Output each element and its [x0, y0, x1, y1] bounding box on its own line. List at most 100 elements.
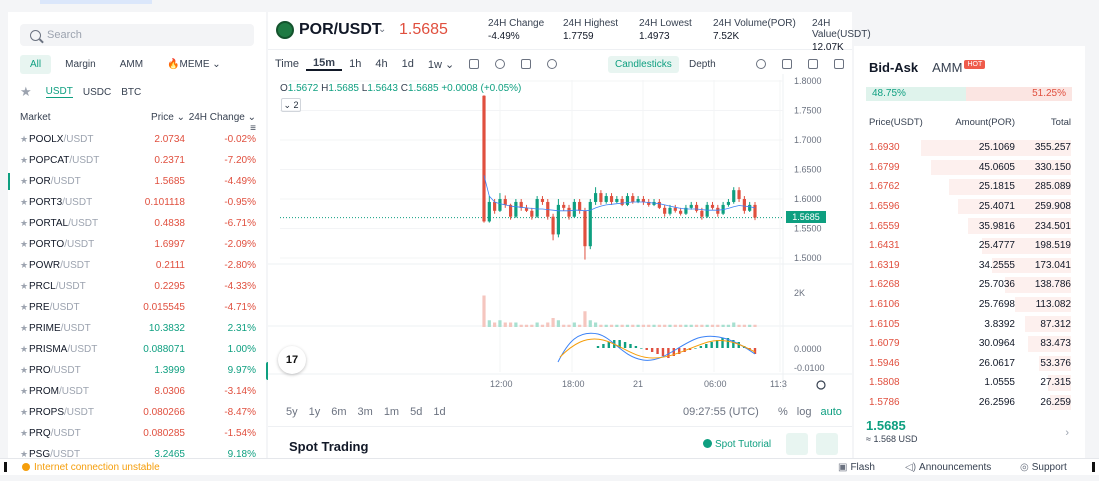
market-row[interactable]: ★ PRISMA/USDT 0.088071 1.00%: [8, 339, 266, 360]
ask-row[interactable]: 1.6106 25.7698 113.082: [854, 295, 1085, 315]
draw-tool-icon[interactable]: [469, 59, 480, 69]
favorite-star-icon[interactable]: ★: [20, 218, 29, 228]
ask-row[interactable]: 1.6431 25.4777 198.519: [854, 236, 1085, 256]
range-6m[interactable]: 6m: [331, 406, 347, 418]
interval-15m[interactable]: 15m: [306, 57, 343, 71]
favorite-star-icon[interactable]: ★: [20, 344, 29, 354]
range-5y[interactable]: 5y: [286, 406, 298, 418]
market-row[interactable]: ★ PROM/USDT 8.0306 -3.14%: [8, 381, 266, 402]
market-row[interactable]: ★ POPCAT/USDT 0.2371 -7.20%: [8, 150, 266, 171]
tab-candlesticks[interactable]: Candlesticks: [608, 56, 679, 73]
favorite-star-icon[interactable]: ★: [20, 155, 29, 165]
quote-tab-btc[interactable]: BTC: [121, 86, 142, 98]
scale-auto[interactable]: auto: [820, 406, 842, 418]
price-chart[interactable]: 1.8000 1.7500 1.7000 1.6500 1.6000 1.5500 1.50…: [268, 12, 852, 460]
time-button[interactable]: Time: [275, 58, 300, 70]
ask-row[interactable]: 1.5786 26.2596 26.259: [854, 393, 1085, 413]
ask-row[interactable]: 1.6762 25.1815 285.089: [854, 177, 1085, 197]
trade-settings-button[interactable]: [816, 433, 838, 455]
price-col-header[interactable]: Price ⌄: [151, 112, 185, 123]
fullscreen-icon[interactable]: [782, 59, 792, 69]
market-row[interactable]: ★ POOLX/USDT 2.0734 -0.02%: [8, 129, 266, 150]
indicator-count[interactable]: ⌄ 2: [281, 98, 301, 112]
favorite-star-icon[interactable]: ★: [20, 281, 29, 291]
market-col-header[interactable]: Market: [20, 112, 51, 123]
market-row[interactable]: ★ PORT3/USDT 0.101118 -0.95%: [8, 192, 266, 213]
market-row[interactable]: ★ PORTO/USDT 1.6997 -2.09%: [8, 234, 266, 255]
power-icon[interactable]: [756, 59, 766, 69]
favorite-star-icon[interactable]: ★: [20, 134, 29, 144]
pair-name[interactable]: POR/USDT: [299, 21, 382, 38]
chevron-down-icon[interactable]: ⌄: [378, 24, 387, 35]
chevron-right-icon[interactable]: ›: [1065, 427, 1069, 439]
tab-all[interactable]: All: [20, 55, 52, 74]
theme-toggle-button[interactable]: [786, 433, 808, 455]
scale-percent[interactable]: %: [778, 406, 788, 418]
range-1d[interactable]: 1d: [433, 406, 446, 418]
scale-log[interactable]: log: [796, 406, 812, 418]
quote-tab-usdc[interactable]: USDC: [82, 86, 112, 98]
market-row[interactable]: ★ PRQ/USDT 0.080285 -1.54%: [8, 423, 266, 444]
quote-tab-usdt[interactable]: USDT: [45, 86, 73, 98]
announcements-link[interactable]: ◁) Announcements: [905, 462, 991, 473]
ask-row[interactable]: 1.6930 25.1069 355.257: [854, 138, 1085, 158]
favorite-star-icon[interactable]: ★: [20, 449, 29, 459]
favorite-star-icon[interactable]: ★: [20, 428, 29, 438]
favorite-star-icon[interactable]: ★: [20, 260, 29, 270]
ask-row[interactable]: 1.6079 30.0964 83.473: [854, 334, 1085, 354]
favorite-star-icon[interactable]: ★: [20, 386, 29, 396]
search-input[interactable]: Search: [20, 24, 254, 46]
ask-row[interactable]: 1.6799 45.0605 330.150: [854, 158, 1085, 178]
ask-row[interactable]: 1.5946 26.0617 53.376: [854, 354, 1085, 374]
ask-row[interactable]: 1.6559 35.9816 234.501: [854, 216, 1085, 236]
camera-icon[interactable]: [834, 59, 844, 69]
interval-1h[interactable]: 1h: [349, 58, 362, 70]
ask-row[interactable]: 1.6268 25.7036 138.786: [854, 275, 1085, 295]
favorite-star-icon[interactable]: ★: [20, 407, 29, 417]
range-5d[interactable]: 5d: [410, 406, 423, 418]
favorite-star-icon[interactable]: ★: [20, 323, 29, 333]
favorite-star-icon[interactable]: ★: [20, 197, 29, 207]
flash-link[interactable]: ▣ Flash: [838, 462, 875, 473]
favorite-star-icon[interactable]: ★: [20, 302, 29, 312]
tab-margin[interactable]: Margin: [65, 59, 96, 70]
tab-depth[interactable]: Depth: [689, 59, 716, 70]
interval-1d[interactable]: 1d: [401, 58, 414, 70]
indicator-icon[interactable]: [547, 59, 558, 69]
macd-histogram-bar: [705, 344, 708, 348]
market-row[interactable]: ★ POR/USDT 1.5685 -4.49%: [8, 171, 266, 192]
market-row[interactable]: ★ PRIME/USDT 10.3832 2.31%: [8, 318, 266, 339]
interval-4h[interactable]: 4h: [375, 58, 388, 70]
market-row[interactable]: ★ PORTAL/USDT 0.4838 -6.71%: [8, 213, 266, 234]
range-1y[interactable]: 1y: [308, 406, 321, 418]
market-row[interactable]: ★ PSG/USDT 3.2465 9.18%: [8, 444, 266, 465]
change-col-header[interactable]: 24H Change ⌄ ≡: [188, 112, 256, 134]
market-row[interactable]: ★ PRO/USDT 1.3999 9.97%: [8, 360, 266, 381]
spot-tutorial-link[interactable]: Spot Tutorial: [703, 439, 771, 450]
market-row[interactable]: ★ PRE/USDT 0.015545 -4.71%: [8, 297, 266, 318]
tab-amm[interactable]: AMM: [119, 59, 144, 70]
macd-histogram-bar: [726, 338, 730, 348]
favorites-star-icon[interactable]: ★: [20, 84, 32, 99]
tab-bid-ask[interactable]: Bid-Ask: [869, 60, 919, 75]
market-row[interactable]: ★ POWR/USDT 0.2111 -2.80%: [8, 255, 266, 276]
chart-type-icon[interactable]: [521, 59, 532, 69]
tab-amm-book[interactable]: AMM HOT: [932, 60, 986, 75]
settings-icon[interactable]: [495, 59, 506, 69]
favorite-star-icon[interactable]: ★: [20, 239, 29, 249]
support-link[interactable]: ◎ Support: [1020, 462, 1067, 473]
ask-row[interactable]: 1.6319 34.2555 173.041: [854, 256, 1085, 276]
layout-icon[interactable]: [808, 59, 818, 69]
market-row[interactable]: ★ PRCL/USDT 0.2295 -4.33%: [8, 276, 266, 297]
favorite-star-icon[interactable]: ★: [20, 176, 29, 186]
range-1m[interactable]: 1m: [383, 406, 400, 418]
interval-1w[interactable]: 1w ⌄: [427, 58, 455, 71]
market-row[interactable]: ★ PROPS/USDT 0.080266 -8.47%: [8, 402, 266, 423]
tab-meme[interactable]: 🔥MEME ⌄: [167, 59, 221, 70]
favorite-star-icon[interactable]: ★: [20, 365, 29, 375]
ask-row[interactable]: 1.5808 1.0555 27.315: [854, 373, 1085, 393]
range-3m[interactable]: 3m: [357, 406, 373, 418]
ask-row[interactable]: 1.6596 25.4071 259.908: [854, 197, 1085, 217]
ask-row[interactable]: 1.6105 3.8392 87.312: [854, 314, 1085, 334]
tradingview-logo-icon[interactable]: 17: [278, 346, 306, 374]
